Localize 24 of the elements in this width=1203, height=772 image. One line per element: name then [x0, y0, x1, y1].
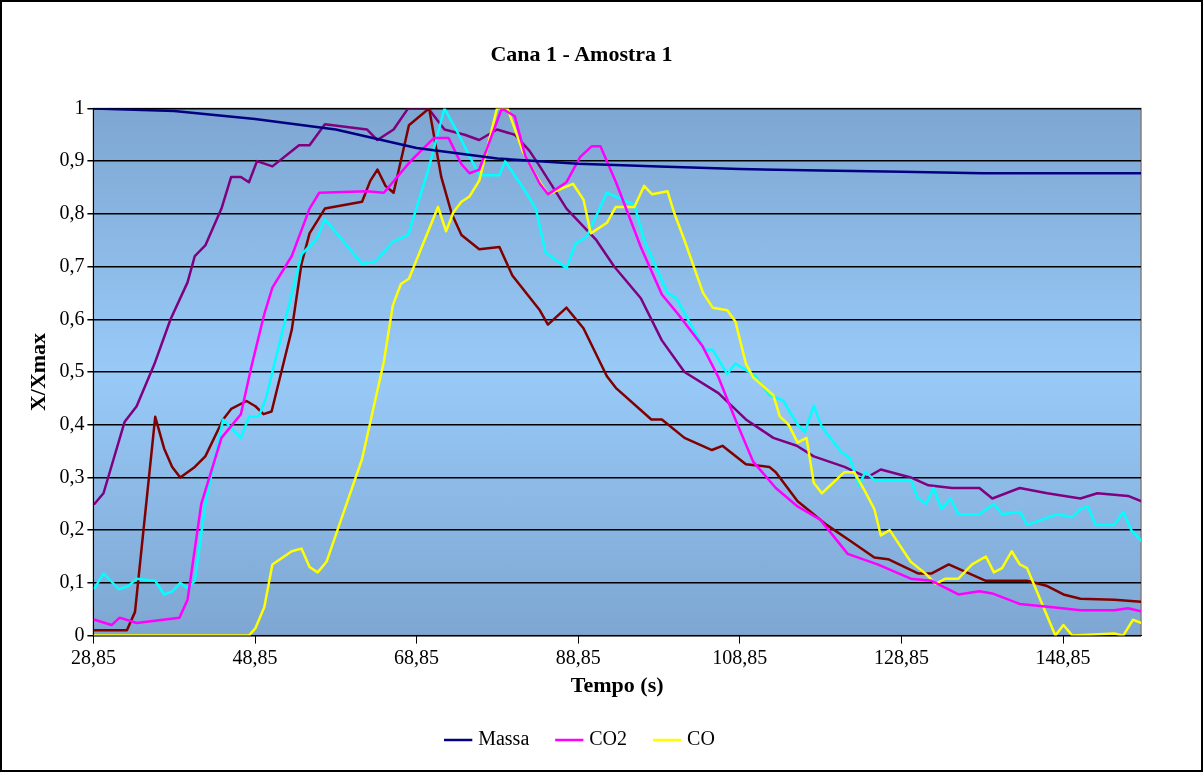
y-tick-label: 0,5 [59, 359, 85, 382]
x-tick-label: 108,85 [712, 645, 768, 668]
y-axis-title: X/Xmax [24, 332, 50, 412]
x-tick-label: 48,85 [232, 645, 278, 668]
y-tick-label: 1 [74, 95, 85, 118]
legend-label: CO [687, 727, 715, 750]
y-tick-label: 0,1 [59, 570, 85, 593]
x-tick-label: 128,85 [873, 645, 929, 668]
y-tick-label: 0,7 [59, 253, 85, 276]
y-tick-label: 0,4 [59, 411, 85, 434]
x-tick-label: 28,85 [70, 645, 116, 668]
x-tick-label: 68,85 [394, 645, 440, 668]
x-axis-title: Tempo (s) [570, 672, 664, 698]
y-tick-label: 0 [74, 622, 85, 645]
x-tick-label: 148,85 [1035, 645, 1091, 668]
y-tick-label: 0,2 [59, 517, 85, 540]
legend-label: Massa [478, 727, 530, 750]
chart-title: Cana 1 - Amostra 1 [490, 40, 673, 66]
legend-label: CO2 [589, 727, 628, 750]
y-tick-label: 0,8 [59, 201, 85, 224]
y-tick-label: 0,3 [59, 464, 85, 487]
x-tick-label: 88,85 [555, 645, 601, 668]
y-tick-label: 0,6 [59, 306, 85, 329]
y-tick-label: 0,9 [59, 148, 85, 171]
